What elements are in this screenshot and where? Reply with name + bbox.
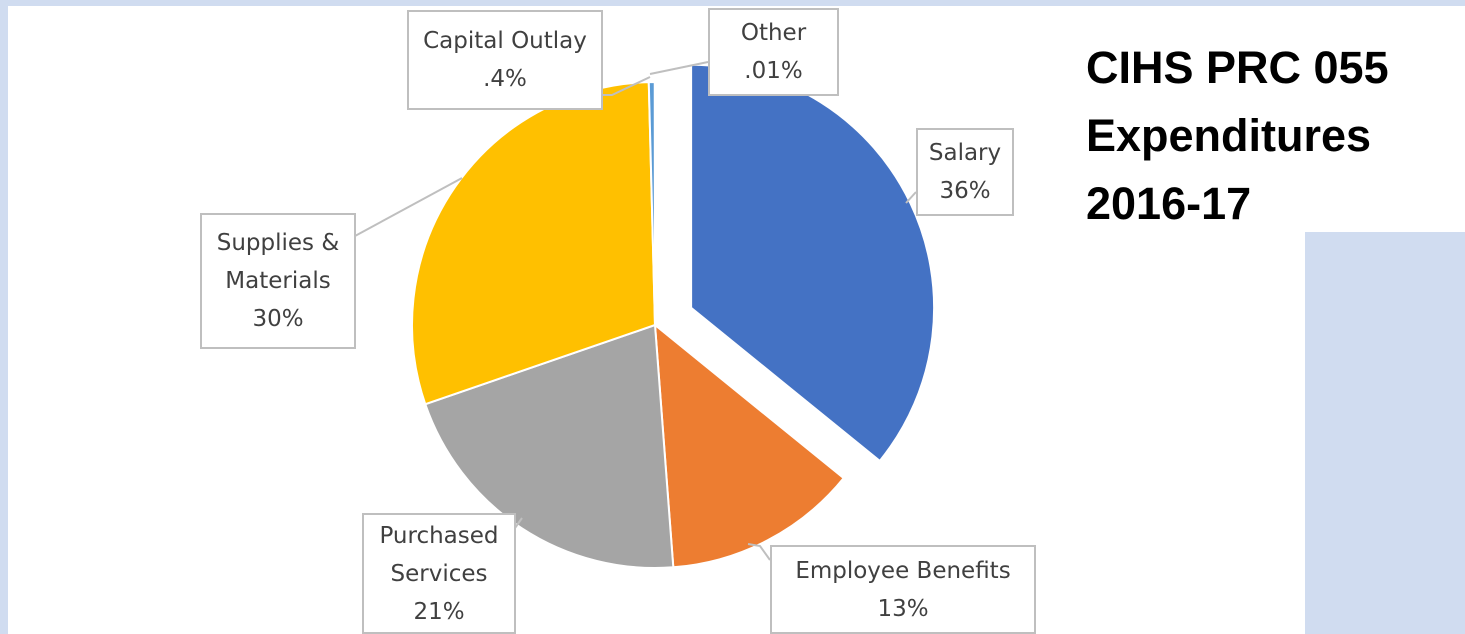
label-value: .01% xyxy=(744,58,803,84)
title-area xyxy=(1305,6,1465,232)
label-name: Employee Benefits xyxy=(795,557,1011,584)
data-label: Other .01% xyxy=(708,8,839,96)
data-label: Salary 36% xyxy=(916,128,1014,216)
pie xyxy=(411,63,936,569)
leader-line xyxy=(354,177,463,237)
label-value: 30% xyxy=(252,306,304,332)
label-name: Purchased Services xyxy=(379,522,499,587)
leader-line xyxy=(905,191,917,204)
label-value: 21% xyxy=(413,598,465,625)
label-value: .4% xyxy=(483,66,527,92)
data-label: Purchased Services 21% xyxy=(362,513,516,634)
leader-line xyxy=(649,61,709,75)
data-label: Supplies & Materials 30% xyxy=(200,213,356,349)
label-value: 36% xyxy=(939,178,991,204)
leader-line xyxy=(602,76,651,96)
leader-line xyxy=(747,543,771,561)
pie-slice xyxy=(653,322,846,569)
label-name: Capital Outlay xyxy=(423,28,587,54)
label-name: Supplies & Materials xyxy=(216,230,340,294)
data-label: Capital Outlay .4% xyxy=(407,10,603,110)
chart-title: CIHS PRC 055 Expenditures 2016-17 xyxy=(1086,42,1389,229)
data-label: Employee Benefits 13% xyxy=(770,545,1036,634)
pie-slice xyxy=(424,323,675,569)
label-name: Other xyxy=(740,20,807,46)
leader-line xyxy=(514,517,523,529)
label-value: 13% xyxy=(877,595,929,622)
label-name: Salary xyxy=(928,140,1002,166)
leader-lines xyxy=(354,61,917,561)
